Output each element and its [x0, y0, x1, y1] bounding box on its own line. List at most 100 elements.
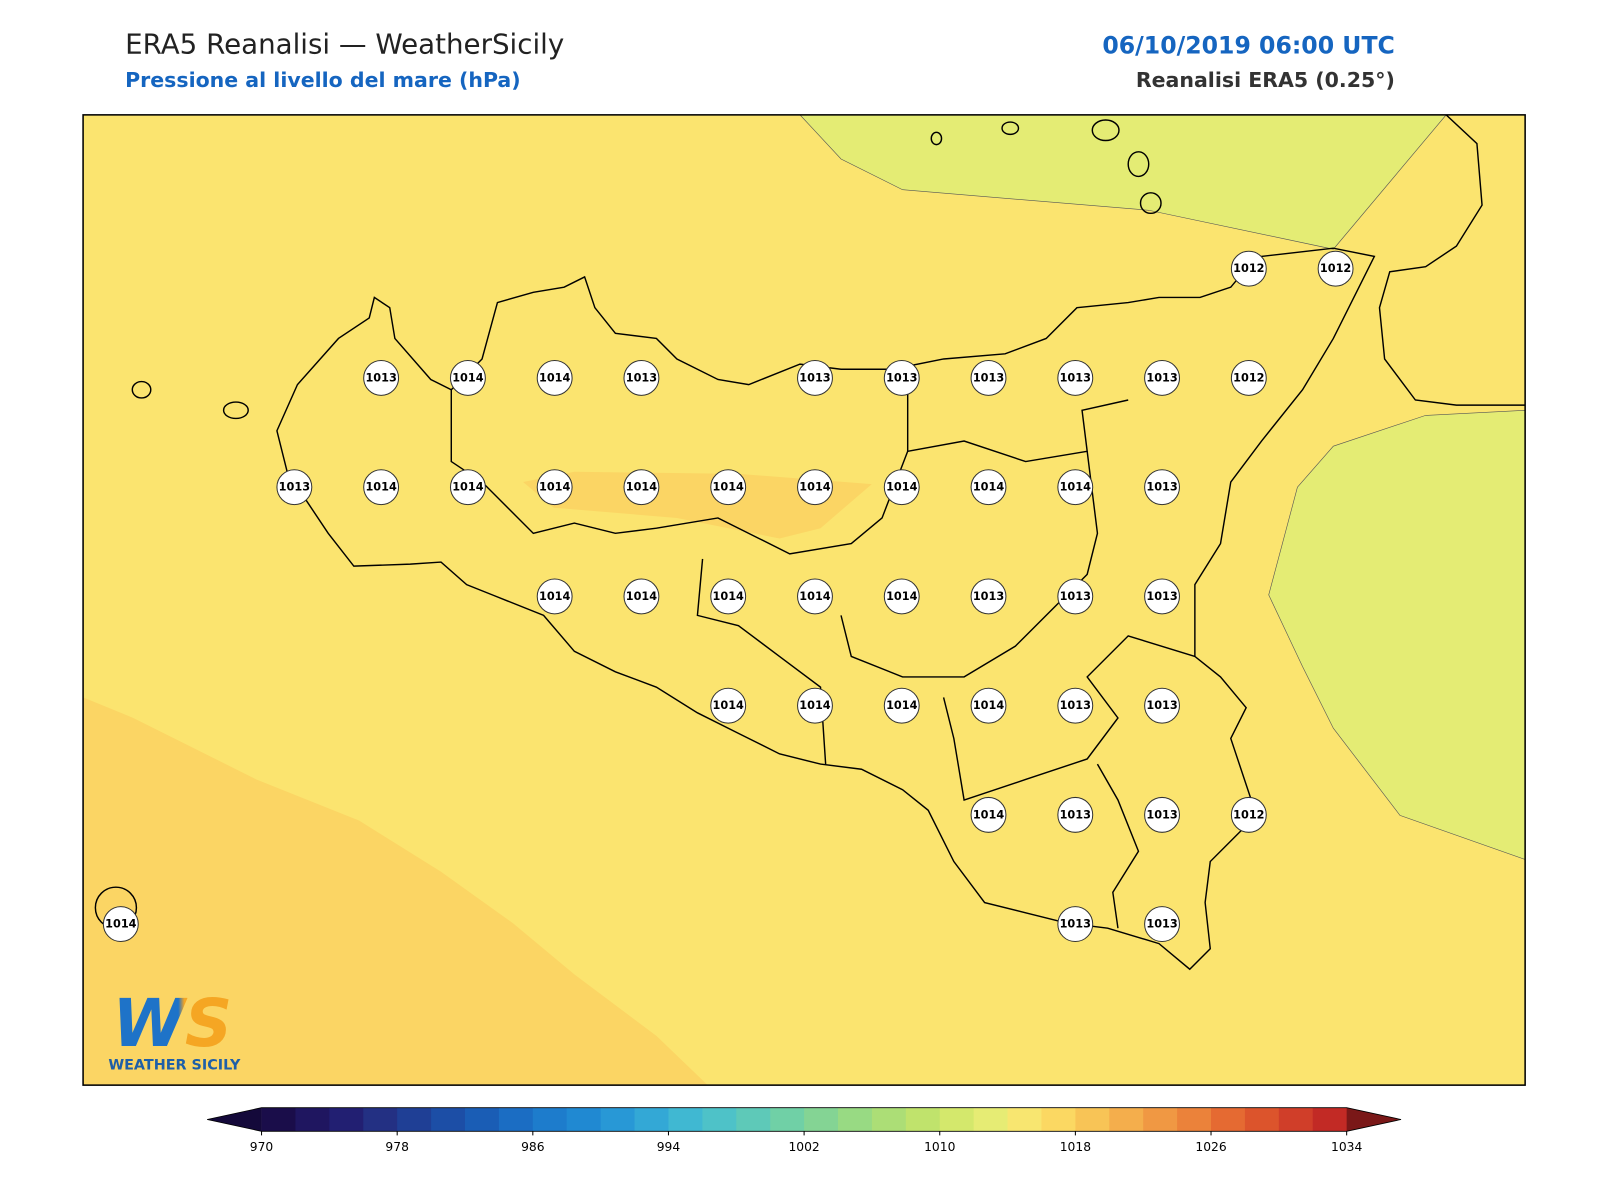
colorbar-segment: [634, 1107, 669, 1132]
station-marker: [1144, 469, 1180, 506]
station-marker: [276, 469, 313, 506]
colorbar-segment: [566, 1107, 602, 1132]
station-marker: [536, 578, 573, 615]
station-value: 1013: [1146, 699, 1177, 712]
colorbar-segment: [1177, 1107, 1212, 1132]
station-value: 1012: [1233, 262, 1264, 275]
logo-mark: WS: [112, 986, 232, 1062]
station-value: 1014: [626, 481, 658, 494]
colorbar: 970 978 986 994 1002 1010 1018 1026 1034: [207, 1107, 1402, 1154]
colorbar-tick-label: 1034: [1331, 1140, 1362, 1154]
station-marker: [363, 469, 400, 506]
station-value: 1014: [886, 590, 918, 603]
colorbar-tick-label: 1026: [1195, 1140, 1226, 1154]
colorbar-segment: [363, 1107, 398, 1132]
station-marker: [536, 469, 573, 506]
station-marker: [1057, 469, 1094, 506]
colorbar-segment: [1041, 1107, 1076, 1132]
subtitle: Pressione al livello del mare (hPa): [125, 68, 521, 92]
colorbar-segment: [770, 1107, 805, 1132]
station-value: 1012: [1233, 808, 1264, 821]
station-marker: [797, 578, 833, 615]
coastline: [94, 114, 1526, 971]
station-marker: [449, 469, 486, 506]
station-value: 1013: [1146, 371, 1177, 384]
station-value: 1013: [1060, 918, 1091, 931]
station-value: 1014: [886, 699, 918, 712]
station-value: 1014: [452, 371, 484, 384]
station-marker: [1144, 578, 1180, 615]
station-value: 1014: [973, 699, 1005, 712]
station-value: 1014: [713, 699, 745, 712]
station-value: 1013: [799, 371, 830, 384]
colorbar-segment: [1109, 1107, 1144, 1132]
station-marker: [623, 578, 660, 615]
colorbar-tick-label: 1018: [1060, 1140, 1091, 1154]
station-marker: [710, 578, 747, 615]
colorbar-over: [1346, 1107, 1402, 1132]
colorbar-segment: [702, 1107, 737, 1132]
station-marker: [1057, 578, 1094, 615]
colorbar-segment: [1312, 1107, 1348, 1132]
station-value: 1013: [1146, 808, 1177, 821]
colorbar-segment: [600, 1107, 636, 1132]
colorbar-tick-label: 994: [657, 1140, 681, 1154]
station-marker: [797, 687, 833, 724]
station-value: 1014: [799, 699, 831, 712]
map-field: [83, 114, 1526, 1086]
colorbar-segment: [838, 1107, 873, 1132]
station-value: 1013: [1060, 699, 1091, 712]
colorbar-segment: [498, 1107, 534, 1132]
station-value: 1014: [886, 481, 918, 494]
station-marker: [536, 359, 573, 396]
station-marker: [797, 469, 833, 506]
station-marker: [710, 469, 747, 506]
station-marker: [1057, 687, 1094, 724]
station-marker: [970, 687, 1007, 724]
colorbar-segment: [1211, 1107, 1246, 1132]
station-value: 1014: [799, 590, 831, 603]
station-value: 1014: [713, 481, 745, 494]
station-marker: [970, 796, 1007, 833]
station-value: 1013: [279, 481, 310, 494]
colorbar-segment: [532, 1107, 568, 1132]
station-marker: [1057, 906, 1094, 943]
colorbar-segment: [1244, 1107, 1280, 1132]
station-value: 1014: [973, 481, 1005, 494]
source: Reanalisi ERA5 (0.25°): [1136, 68, 1395, 92]
colorbar-segment: [871, 1107, 907, 1132]
station-value: 1014: [452, 481, 484, 494]
station-value: 1013: [1146, 481, 1177, 494]
station-value: 1012: [1320, 262, 1351, 275]
colorbar-tick-label: 986: [521, 1140, 545, 1154]
colorbar-tick-label: 1002: [788, 1140, 819, 1154]
station-value: 1014: [1060, 481, 1092, 494]
station-marker: [1144, 687, 1180, 724]
station-marker: [883, 469, 920, 506]
colorbar-segment: [736, 1107, 771, 1132]
colorbar-segment: [804, 1107, 839, 1132]
station-value: 1013: [626, 371, 657, 384]
station-marker: [1144, 796, 1180, 833]
station-marker: [883, 578, 920, 615]
station-marker: [102, 906, 139, 943]
colorbar-tick-label: 1010: [924, 1140, 955, 1154]
datetime: 06/10/2019 06:00 UTC: [1102, 31, 1394, 59]
station-marker: [710, 687, 747, 724]
station-value: 1014: [713, 590, 745, 603]
station-marker: [1230, 359, 1267, 396]
station-marker: [970, 578, 1007, 615]
station-marker: [449, 359, 486, 396]
colorbar-tick-label: 978: [385, 1140, 408, 1154]
colorbar-segment: [1075, 1107, 1110, 1132]
station-value: 1013: [973, 371, 1004, 384]
colorbar-segment: [1007, 1107, 1042, 1132]
station-marker: [1230, 250, 1267, 287]
station-marker: [1144, 359, 1180, 396]
colorbar-under: [207, 1107, 262, 1132]
station-value: 1013: [1146, 918, 1177, 931]
station-value: 1014: [539, 481, 571, 494]
colorbar-segment: [295, 1107, 330, 1132]
colorbar-segment: [431, 1107, 466, 1132]
station-value: 1013: [1146, 590, 1177, 603]
